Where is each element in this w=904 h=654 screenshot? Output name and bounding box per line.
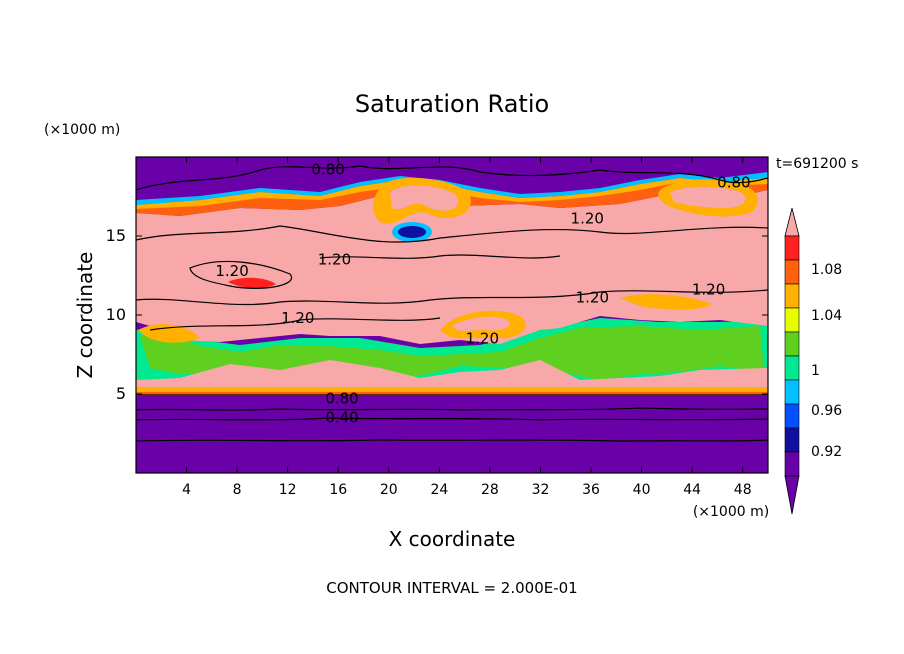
lower-red-strip — [136, 392, 768, 396]
colorbar-segment — [784, 331, 800, 357]
contour-label: 1.20 — [571, 210, 604, 228]
contour-lines — [136, 165, 768, 442]
top-band-cyan — [136, 172, 768, 205]
colorbar — [784, 207, 800, 515]
colorbar-labels: 0.92 0.96 1 1.04 1.08 — [811, 262, 842, 460]
x-tick-label: 8 — [233, 482, 242, 498]
colorbar-segment — [784, 427, 800, 453]
upper-pink-blob — [390, 185, 459, 211]
lower-orange-strip — [136, 387, 768, 393]
x-tick-label: 24 — [430, 482, 448, 498]
colorbar-segment — [784, 379, 800, 405]
contour-1-20-b — [149, 317, 441, 331]
contour-label: 1.20 — [466, 330, 499, 348]
contour-1-20-blob — [189, 260, 293, 289]
colorbar-segment — [784, 307, 800, 333]
x-tick-label: 48 — [734, 482, 752, 498]
y-tick-label: 5 — [116, 384, 126, 403]
y-axis-ticks: 5 10 15 — [106, 226, 768, 403]
x-tick-label: 28 — [481, 482, 499, 498]
contour-label: 1.20 — [576, 289, 609, 307]
mid-pink-cloud — [452, 316, 510, 331]
upper-pink-region — [136, 188, 768, 344]
contour-0-40 — [136, 417, 768, 421]
x-tick-label: 36 — [582, 482, 600, 498]
contour-label-group: 0.80 0.80 1.20 1.20 1.20 1.20 1.20 1.20 1.20 0.80… — [215, 161, 750, 427]
chart-title: Saturation Ratio — [355, 90, 549, 118]
contour-label: 0.40 — [325, 409, 358, 427]
x-unit-label: (×1000 m) — [693, 504, 769, 520]
colorbar-segment — [784, 235, 800, 261]
left-edge-orange — [138, 324, 200, 343]
x-tick-label: 4 — [182, 482, 191, 498]
colorbar-label: 0.92 — [811, 444, 842, 460]
mid-right-orange — [620, 294, 712, 310]
colorbar-bottom-triangle — [784, 475, 800, 515]
lower-layer — [136, 441, 768, 473]
time-label: t=691200 s — [776, 156, 858, 172]
y-tick-label: 10 — [106, 305, 126, 324]
contour-1-20-mid — [319, 254, 561, 259]
x-tick-label: 12 — [279, 482, 297, 498]
contour-label: 0.80 — [325, 390, 358, 408]
colorbar-segment — [784, 403, 800, 429]
colorbar-label: 0.96 — [811, 403, 842, 419]
cloud-band-green — [140, 326, 764, 380]
x-axis-ticks: 4 8 12 16 20 24 28 32 36 40 44 48 — [182, 157, 752, 498]
x-tick-label: 32 — [532, 482, 550, 498]
contour-label: 1.20 — [318, 251, 351, 269]
x-tick-label: 44 — [683, 482, 701, 498]
y-tick-label: 15 — [106, 226, 126, 245]
upper-right-pink — [670, 186, 746, 208]
x-tick-label: 40 — [633, 482, 651, 498]
colorbar-label: 1 — [811, 363, 820, 379]
colorbar-label: 1.04 — [811, 308, 842, 324]
contour-label: 0.80 — [311, 161, 344, 179]
colorbar-segment — [784, 283, 800, 309]
colorbar-label: 1.08 — [811, 262, 842, 278]
contour-label: 1.20 — [281, 309, 314, 327]
contour-1-20-lower — [136, 289, 768, 306]
contour-label: 1.20 — [215, 262, 248, 280]
x-axis-label: X coordinate — [389, 527, 516, 551]
contour-interval-label: CONTOUR INTERVAL = 2.000E-01 — [326, 579, 577, 597]
colorbar-segment — [784, 355, 800, 381]
y-axis-label: Z coordinate — [73, 252, 97, 379]
colorbar-segment — [784, 451, 800, 477]
contour-0-80-top — [136, 165, 768, 191]
mid-left-red — [228, 277, 276, 289]
contour-1-20-upper — [136, 225, 768, 243]
upper-blue-blob — [398, 226, 426, 238]
lower-pink-region — [136, 360, 768, 394]
contour-layer-b — [136, 439, 768, 442]
top-band-orange — [136, 176, 768, 209]
contour-label: 1.20 — [692, 281, 725, 299]
contour-layer-a — [136, 407, 768, 411]
contour-label: 0.80 — [717, 173, 750, 191]
x-tick-label: 16 — [329, 482, 347, 498]
x-tick-label: 20 — [380, 482, 398, 498]
colorbar-top-triangle — [784, 207, 800, 237]
y-unit-label: (×1000 m) — [44, 122, 120, 138]
colorbar-segment — [784, 259, 800, 285]
plot-field — [136, 157, 768, 473]
